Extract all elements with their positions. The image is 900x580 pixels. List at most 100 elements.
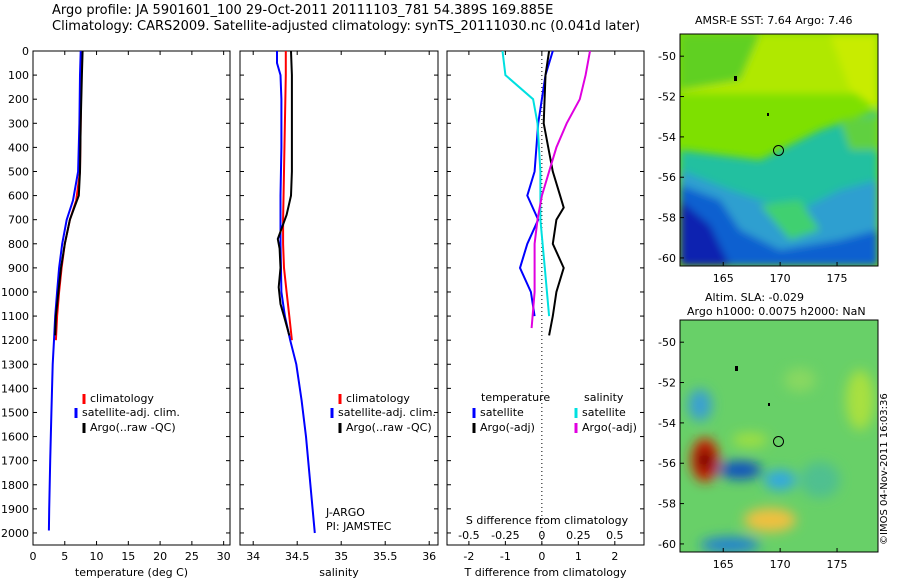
y-tick-label: 200	[8, 93, 29, 106]
x-tick-label: 34.5	[285, 550, 310, 563]
sst-map-x-tick-label: 175	[827, 272, 848, 285]
altimetry-title-line1: Altim. SLA: -0.029	[705, 291, 805, 304]
sst-map-frame	[679, 33, 879, 267]
series-line	[542, 50, 565, 336]
legend-label: satellite-adj. clim.	[82, 406, 180, 419]
legend-label: satellite-adj. clim.	[338, 406, 436, 419]
x-tick-label: 5	[61, 550, 68, 563]
altimetry-title-line2: Argo h1000: 0.0075 h2000: NaN	[687, 305, 866, 318]
s-axis-label: S difference from climatology	[466, 514, 629, 527]
legend-label: climatology	[346, 392, 410, 405]
legend-label: Argo(-adj)	[480, 421, 535, 434]
altimetry-map-x-tick-label: 165	[713, 558, 734, 571]
series-line	[530, 50, 591, 329]
x-tick-label: 20	[153, 550, 167, 563]
legend-header-salinity: salinity	[584, 391, 624, 404]
y-tick-label: 1800	[1, 479, 29, 492]
x-tick-label: 10	[90, 550, 104, 563]
x-tick-label: 0	[30, 550, 37, 563]
difference-panel-frame	[446, 50, 645, 546]
title-line2: Climatology: CARS2009. Satellite-adjuste…	[52, 19, 641, 34]
legend-header-temperature: temperature	[481, 391, 550, 404]
series-line	[518, 50, 554, 317]
legend-label: climatology	[90, 392, 154, 405]
y-tick-label: 400	[8, 141, 29, 154]
x-tick-label: 35.5	[373, 550, 398, 563]
y-tick-label: 1600	[1, 431, 29, 444]
x-tick-label: 30	[217, 550, 231, 563]
x-axis-label: T difference from climatology	[464, 566, 627, 579]
legend-label: Argo(..raw -QC)	[90, 421, 176, 434]
altimetry-map-y-tick-label: -54	[658, 417, 676, 430]
y-tick-label: 700	[8, 214, 29, 227]
x-tick-label: -1	[500, 550, 511, 563]
s-tick-label: -0.25	[491, 529, 519, 542]
sst-map	[680, 34, 878, 266]
sst-map-x-tick-label: 165	[713, 272, 734, 285]
sst-map-x-tick-label: 170	[770, 272, 791, 285]
y-tick-label: 100	[8, 69, 29, 82]
series-line	[501, 50, 551, 317]
x-axis-label: salinity	[319, 566, 359, 579]
x-axis-label: temperature (deg C)	[75, 566, 188, 579]
altimetry-map-y-tick-label: -56	[658, 457, 676, 470]
legend-label: Argo(..raw -QC)	[346, 421, 432, 434]
x-tick-label: 15	[121, 550, 135, 563]
sst-map-y-tick-label: -52	[658, 91, 676, 104]
series-line	[282, 51, 293, 341]
sst-map-y-tick-label: -60	[658, 252, 676, 265]
altimetry-map-y-tick-label: -58	[658, 498, 676, 511]
x-tick-label: 2	[611, 550, 618, 563]
s-tick-label: -0.5	[458, 529, 479, 542]
altimetry-map-x-tick-label: 175	[827, 558, 848, 571]
y-tick-label: 1100	[1, 310, 29, 323]
sst-map-y-tick-label: -58	[658, 212, 676, 225]
sst-map-y-tick-label: -56	[658, 171, 676, 184]
sst-map-y-tick-label: -54	[658, 131, 676, 144]
s-tick-label: 0.25	[566, 529, 591, 542]
y-tick-label: 600	[8, 190, 29, 203]
altimetry-map-y-tick-label: -50	[658, 336, 676, 349]
x-tick-label: -2	[463, 550, 474, 563]
s-tick-label: 0	[538, 529, 545, 542]
y-tick-label: 300	[8, 117, 29, 130]
float-program-label: J-ARGO	[325, 506, 365, 519]
y-tick-label: 1400	[1, 382, 29, 395]
altimetry-map-y-tick-label: -60	[658, 538, 676, 551]
y-tick-label: 1200	[1, 334, 29, 347]
y-tick-label: 1500	[1, 406, 29, 419]
sst-map-title: AMSR-E SST: 7.64 Argo: 7.46	[695, 14, 853, 27]
y-tick-label: 800	[8, 238, 29, 251]
pi-label: PI: JAMSTEC	[326, 520, 392, 533]
y-tick-label: 1000	[1, 286, 29, 299]
x-tick-label: 1	[575, 550, 582, 563]
x-tick-label: 34	[246, 550, 260, 563]
y-tick-label: 1900	[1, 503, 29, 516]
x-tick-label: 25	[185, 550, 199, 563]
altimetry-map-x-tick-label: 170	[770, 558, 791, 571]
series-line	[47, 50, 82, 531]
legend-label: Argo(-adj)	[582, 421, 637, 434]
x-tick-label: 35	[334, 550, 348, 563]
series-line	[276, 50, 293, 336]
series-line	[54, 50, 84, 336]
legend-label: satellite	[582, 406, 626, 419]
sst-map-y-tick-label: -50	[658, 50, 676, 63]
y-tick-label: 1300	[1, 358, 29, 371]
s-tick-label: 0.5	[606, 529, 624, 542]
altimetry-map-y-tick-label: -52	[658, 377, 676, 390]
altimetry-map-frame	[679, 319, 879, 553]
title-line1: Argo profile: JA 5901601_100 29-Oct-2011…	[52, 3, 554, 18]
salinity-panel-frame	[239, 50, 439, 546]
x-tick-label: 0	[538, 550, 545, 563]
y-tick-label: 900	[8, 262, 29, 275]
y-tick-label: 1700	[1, 455, 29, 468]
altimetry-map	[680, 320, 878, 552]
x-tick-label: 36	[422, 550, 436, 563]
y-tick-label: 2000	[1, 527, 29, 540]
temperature-panel-frame	[32, 50, 231, 546]
series-line	[276, 51, 316, 534]
legend-label: satellite	[480, 406, 524, 419]
y-tick-label: 500	[8, 165, 29, 178]
